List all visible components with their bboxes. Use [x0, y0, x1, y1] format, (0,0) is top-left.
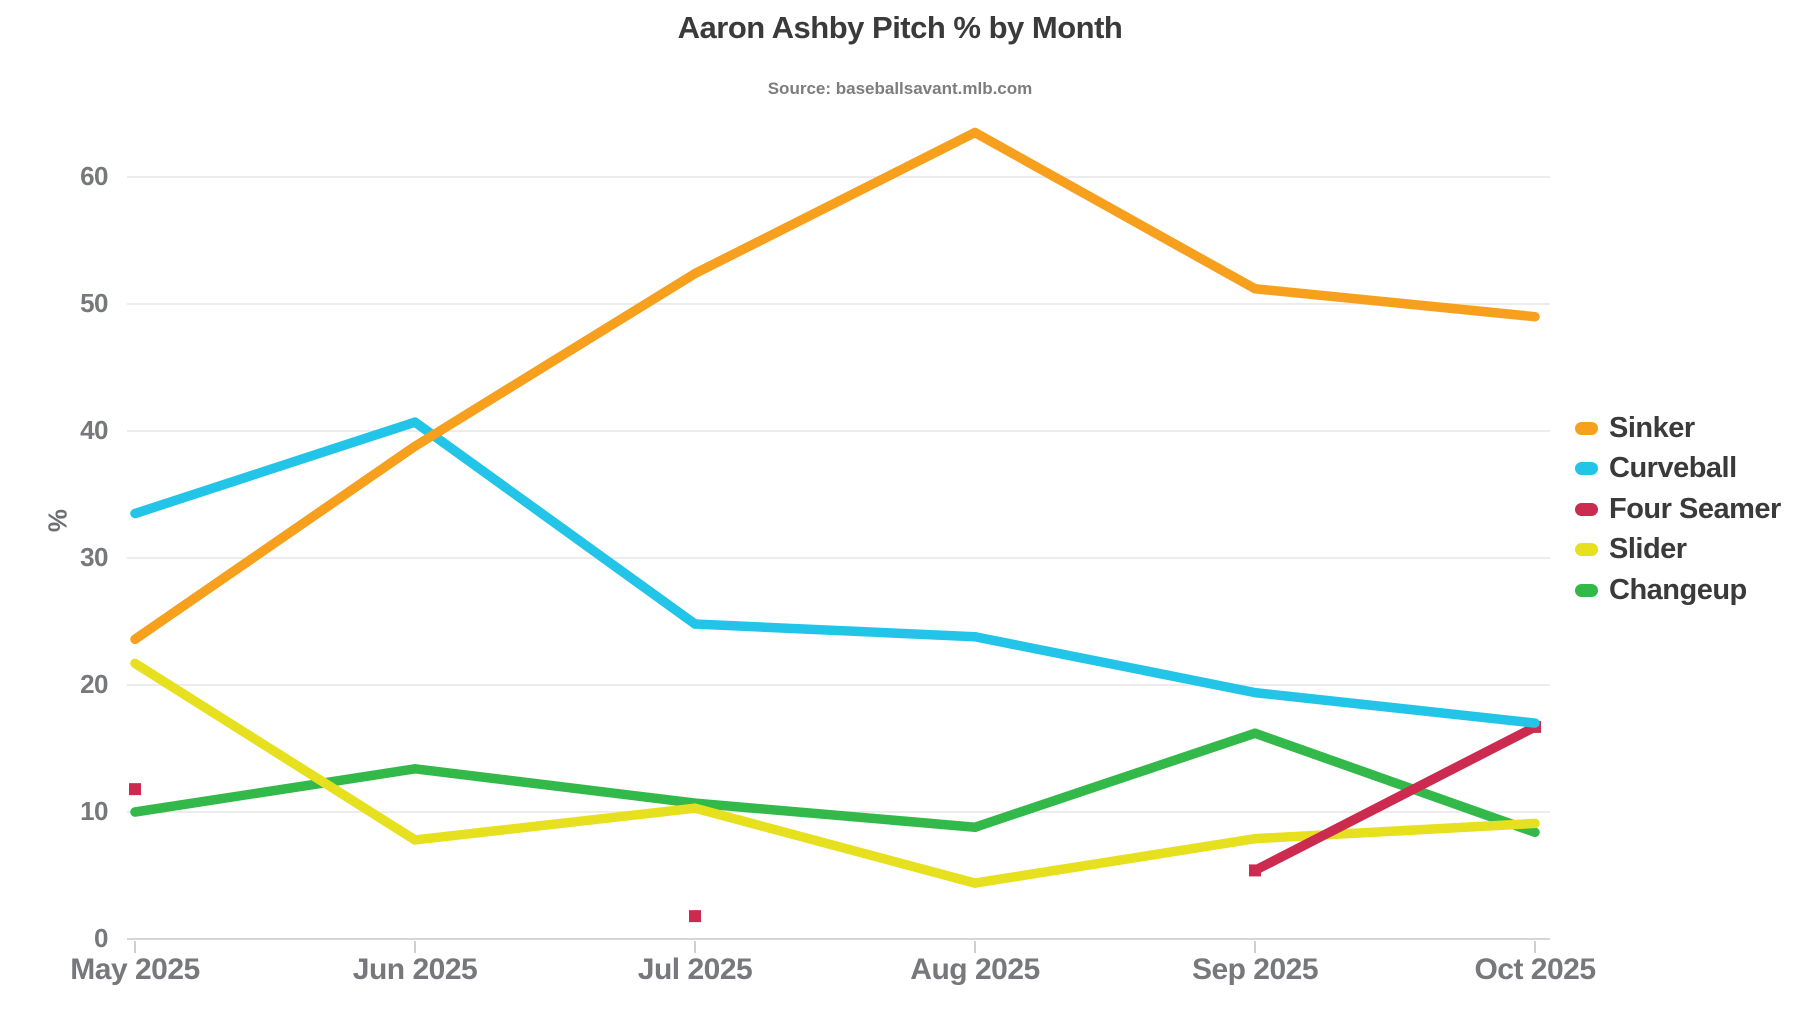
series-line-changeup	[690, 798, 980, 832]
x-tick-label: Jul 2025	[637, 953, 753, 986]
legend-swatch-icon	[1575, 583, 1598, 597]
legend-item: Sinker	[1575, 408, 1781, 449]
legend-label: Four Seamer	[1609, 492, 1781, 525]
y-tick-label: 10	[80, 796, 108, 826]
legend-item: Four Seamer	[1575, 489, 1781, 530]
series-line-four-seamer	[1250, 722, 1540, 876]
legend-swatch-icon	[1575, 421, 1598, 435]
series-line-curveball	[410, 417, 700, 629]
y-tick-label: 50	[80, 288, 108, 318]
legend-label: Slider	[1609, 533, 1687, 566]
series-point-four-seamer	[689, 910, 701, 923]
x-tick-label: May 2025	[70, 953, 200, 986]
x-tick-label: Sep 2025	[1191, 953, 1319, 986]
legend-label: Curveball	[1609, 452, 1737, 485]
y-tick-label: 20	[80, 669, 108, 699]
legend-swatch-icon	[1575, 543, 1598, 557]
y-tick-label: 60	[80, 161, 108, 191]
x-tick-label: Aug 2025	[910, 953, 1040, 986]
chart-source: Source: baseballsavant.mlb.com	[767, 79, 1033, 98]
series-line-changeup	[970, 728, 1260, 832]
series-line-sinker	[1250, 284, 1540, 322]
series-line-curveball	[970, 631, 1260, 698]
series-line-slider	[970, 833, 1260, 888]
series-line-sinker	[410, 268, 700, 451]
series-line-sinker	[130, 441, 420, 645]
y-axis-title: %	[42, 508, 73, 533]
series-line-slider	[690, 803, 980, 888]
legend-item: Curveball	[1575, 449, 1781, 490]
series-line-sinker	[970, 127, 1260, 294]
legend-item: Changeup	[1575, 570, 1781, 611]
legend-swatch-icon	[1575, 502, 1598, 516]
chart-title: Aaron Ashby Pitch % by Month	[677, 10, 1123, 45]
series-line-changeup	[1250, 728, 1540, 838]
y-tick-label: 40	[80, 415, 108, 445]
x-tick-label: Oct 2025	[1474, 953, 1596, 986]
legend-label: Sinker	[1609, 411, 1695, 444]
series-line-slider	[130, 658, 420, 845]
series-line-slider	[1250, 818, 1540, 844]
series-line-curveball	[130, 417, 420, 519]
legend-item: Slider	[1575, 530, 1781, 571]
series-line-curveball	[690, 619, 980, 642]
series-line-changeup	[130, 764, 420, 817]
series-point-four-seamer	[1249, 864, 1261, 877]
series-line-slider	[410, 803, 700, 845]
series-line-changeup	[410, 764, 700, 808]
series-point-four-seamer	[129, 783, 141, 796]
series-line-curveball	[1250, 687, 1540, 728]
y-tick-label: 0	[94, 923, 108, 953]
legend-swatch-icon	[1575, 462, 1598, 476]
x-tick-label: Jun 2025	[352, 953, 478, 986]
legend-label: Changeup	[1609, 573, 1747, 606]
y-tick-label: 30	[80, 542, 108, 572]
legend: Sinker Curveball Four Seamer Slider Changeup	[1575, 408, 1781, 611]
series-line-sinker	[690, 127, 980, 279]
